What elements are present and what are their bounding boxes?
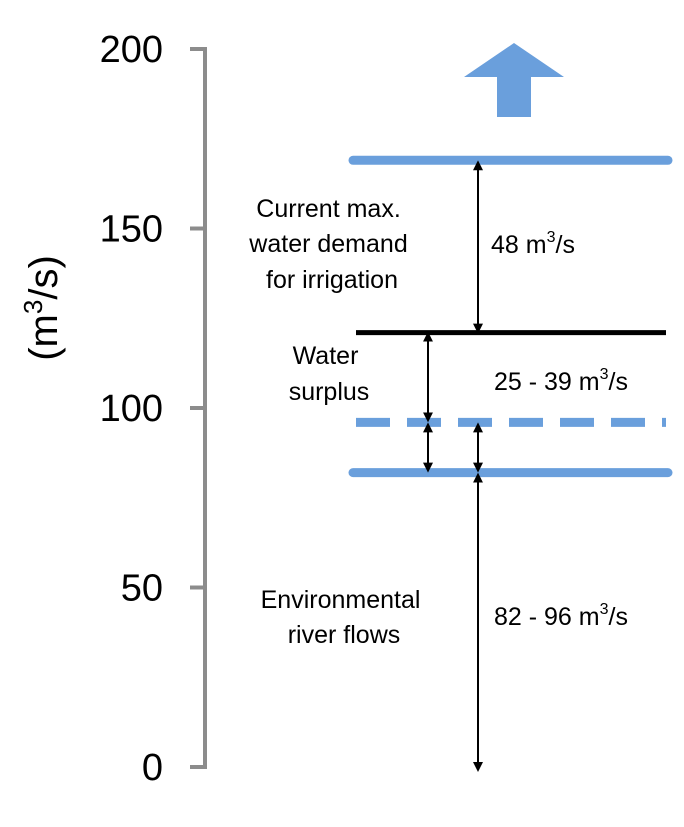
y-axis-tick-label: 0 — [142, 747, 163, 789]
environmental-value-sup: 3 — [600, 601, 609, 618]
environmental-flows-label-line-1: Environmental — [261, 586, 421, 614]
y-axis-title-sup: 3 — [18, 300, 48, 314]
water-surplus-label-line-1: Water — [293, 342, 359, 370]
y-axis-ticks: 0 50 100 150 200 — [100, 29, 207, 789]
surplus-value-rest: /s — [609, 368, 628, 396]
y-axis-tick-label: 150 — [100, 209, 163, 251]
y-axis-title: (m3/s) — [18, 255, 66, 361]
y-axis-tick-label: 100 — [100, 388, 163, 430]
surplus-value-label: 25 - 39 m3/s — [494, 366, 628, 396]
environmental-flows-label: Environmental river flows — [261, 586, 428, 649]
environmental-value-base: 82 - 96 m — [494, 603, 600, 631]
y-axis-tick-label: 200 — [100, 29, 163, 71]
water-surplus-label-line-2: surplus — [289, 378, 370, 406]
surplus-value-sup: 3 — [600, 366, 609, 383]
environmental-value-rest: /s — [609, 603, 628, 631]
demand-value-base: 48 m — [491, 231, 547, 259]
y-axis-title-base: (m — [22, 314, 66, 361]
environmental-flows-label-line-2: river flows — [288, 621, 401, 649]
demand-value-label: 48 m3/s — [491, 229, 575, 259]
y-axis-tick-label: 50 — [121, 568, 163, 610]
demand-value-sup: 3 — [547, 229, 556, 246]
current-demand-label-line-2: water demand — [248, 230, 407, 258]
y-axis-title-rest: /s) — [22, 255, 66, 299]
y-axis: 0 50 100 150 200 — [100, 29, 207, 789]
increase-up-arrow-icon — [464, 43, 564, 117]
current-demand-label-line-1: Current max. — [256, 195, 400, 223]
current-demand-label: Current max. water demand for irrigation — [248, 195, 414, 294]
water-surplus-label: Water surplus — [289, 342, 370, 406]
surplus-value-base: 25 - 39 m — [494, 368, 600, 396]
environmental-value-label: 82 - 96 m3/s — [494, 601, 628, 631]
demand-value-rest: /s — [556, 231, 575, 259]
current-demand-label-line-3: for irrigation — [266, 266, 398, 294]
